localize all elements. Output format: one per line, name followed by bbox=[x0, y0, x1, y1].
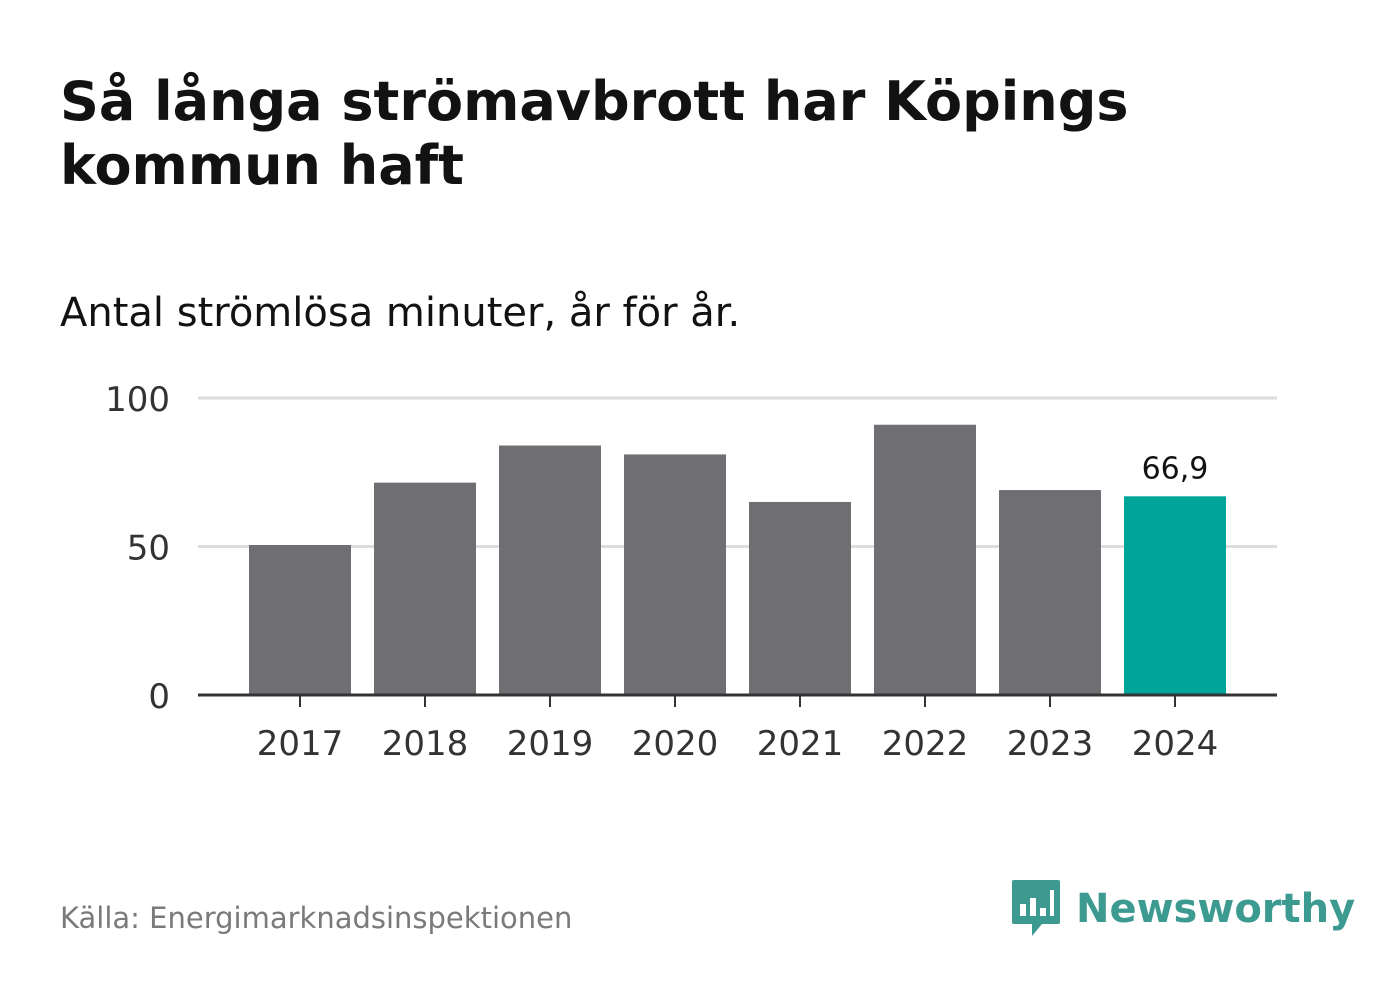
x-tick-label: 2024 bbox=[1132, 724, 1219, 764]
bar-2023 bbox=[999, 490, 1101, 695]
y-tick-label: 100 bbox=[105, 380, 170, 420]
bar-2021 bbox=[749, 501, 851, 695]
x-tick-label: 2023 bbox=[1007, 724, 1094, 764]
bar-chart-speech-bubble-icon bbox=[1012, 880, 1060, 936]
bar-2020 bbox=[624, 454, 726, 695]
bar-2022 bbox=[874, 424, 976, 695]
brand-logo: Newsworthy bbox=[1010, 878, 1355, 940]
data-label: 66,9 bbox=[1142, 451, 1209, 486]
x-tick-label: 2018 bbox=[382, 724, 469, 764]
bar-2017 bbox=[249, 545, 351, 695]
x-tick-label: 2019 bbox=[507, 724, 594, 764]
bar-2019 bbox=[499, 445, 601, 695]
source-note: Källa: Energimarknadsinspektionen bbox=[60, 901, 573, 935]
x-tick-label: 2022 bbox=[882, 724, 969, 764]
chart-title: Så långa strömavbrott har Köpings kommun… bbox=[60, 70, 1129, 197]
bar-2024 bbox=[1124, 496, 1226, 695]
y-tick-label: 50 bbox=[127, 529, 170, 569]
brand-name: Newsworthy bbox=[1076, 886, 1356, 932]
x-tick-label: 2021 bbox=[757, 724, 844, 764]
x-tick-label: 2020 bbox=[632, 724, 719, 764]
chart-subtitle: Antal strömlösa minuter, år för år. bbox=[60, 290, 741, 336]
bar-2018 bbox=[374, 482, 476, 695]
bars bbox=[249, 424, 1226, 695]
labels: 0 50 100 2017 2018 2019 2020 2021 2022 2023 2024 66… bbox=[105, 380, 1277, 764]
y-tick-label: 0 bbox=[148, 677, 170, 717]
x-tick-label: 2017 bbox=[257, 724, 344, 764]
gridlines bbox=[198, 396, 1277, 548]
